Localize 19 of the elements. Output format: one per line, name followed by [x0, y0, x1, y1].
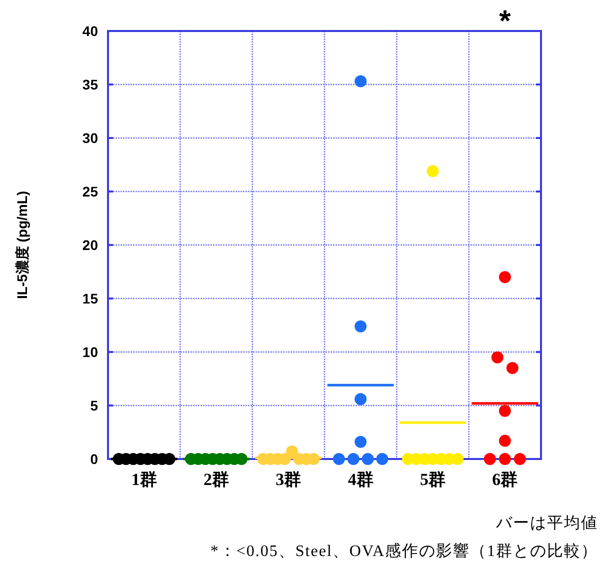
x-tick-label: 1群	[131, 470, 157, 489]
y-tick-label: 35	[82, 76, 98, 92]
x-tick-label: 3群	[276, 470, 302, 489]
y-tick-label: 40	[82, 23, 98, 39]
y-axis-title: IL-5濃度 (pg/mL)	[14, 190, 30, 300]
x-tick-label: 4群	[348, 470, 374, 489]
y-tick-label: 10	[82, 344, 98, 360]
text: バーは平均値	[495, 515, 598, 532]
y-tick-label: 0	[90, 451, 98, 467]
x-tick-label: 5群	[420, 470, 446, 489]
x-tick-label: 6群	[492, 470, 518, 489]
annotation: *	[499, 5, 512, 38]
y-tick-label: 20	[82, 237, 98, 253]
y-tick-label: 30	[82, 130, 98, 146]
text: *：<0.05、Steel、OVA感作の影響（1群との比較）	[210, 542, 598, 560]
x-tick-label: 2群	[204, 470, 229, 489]
y-tick-label: 15	[82, 290, 98, 306]
y-tick-label: 25	[82, 184, 98, 200]
y-tick-label: 5	[90, 398, 98, 414]
